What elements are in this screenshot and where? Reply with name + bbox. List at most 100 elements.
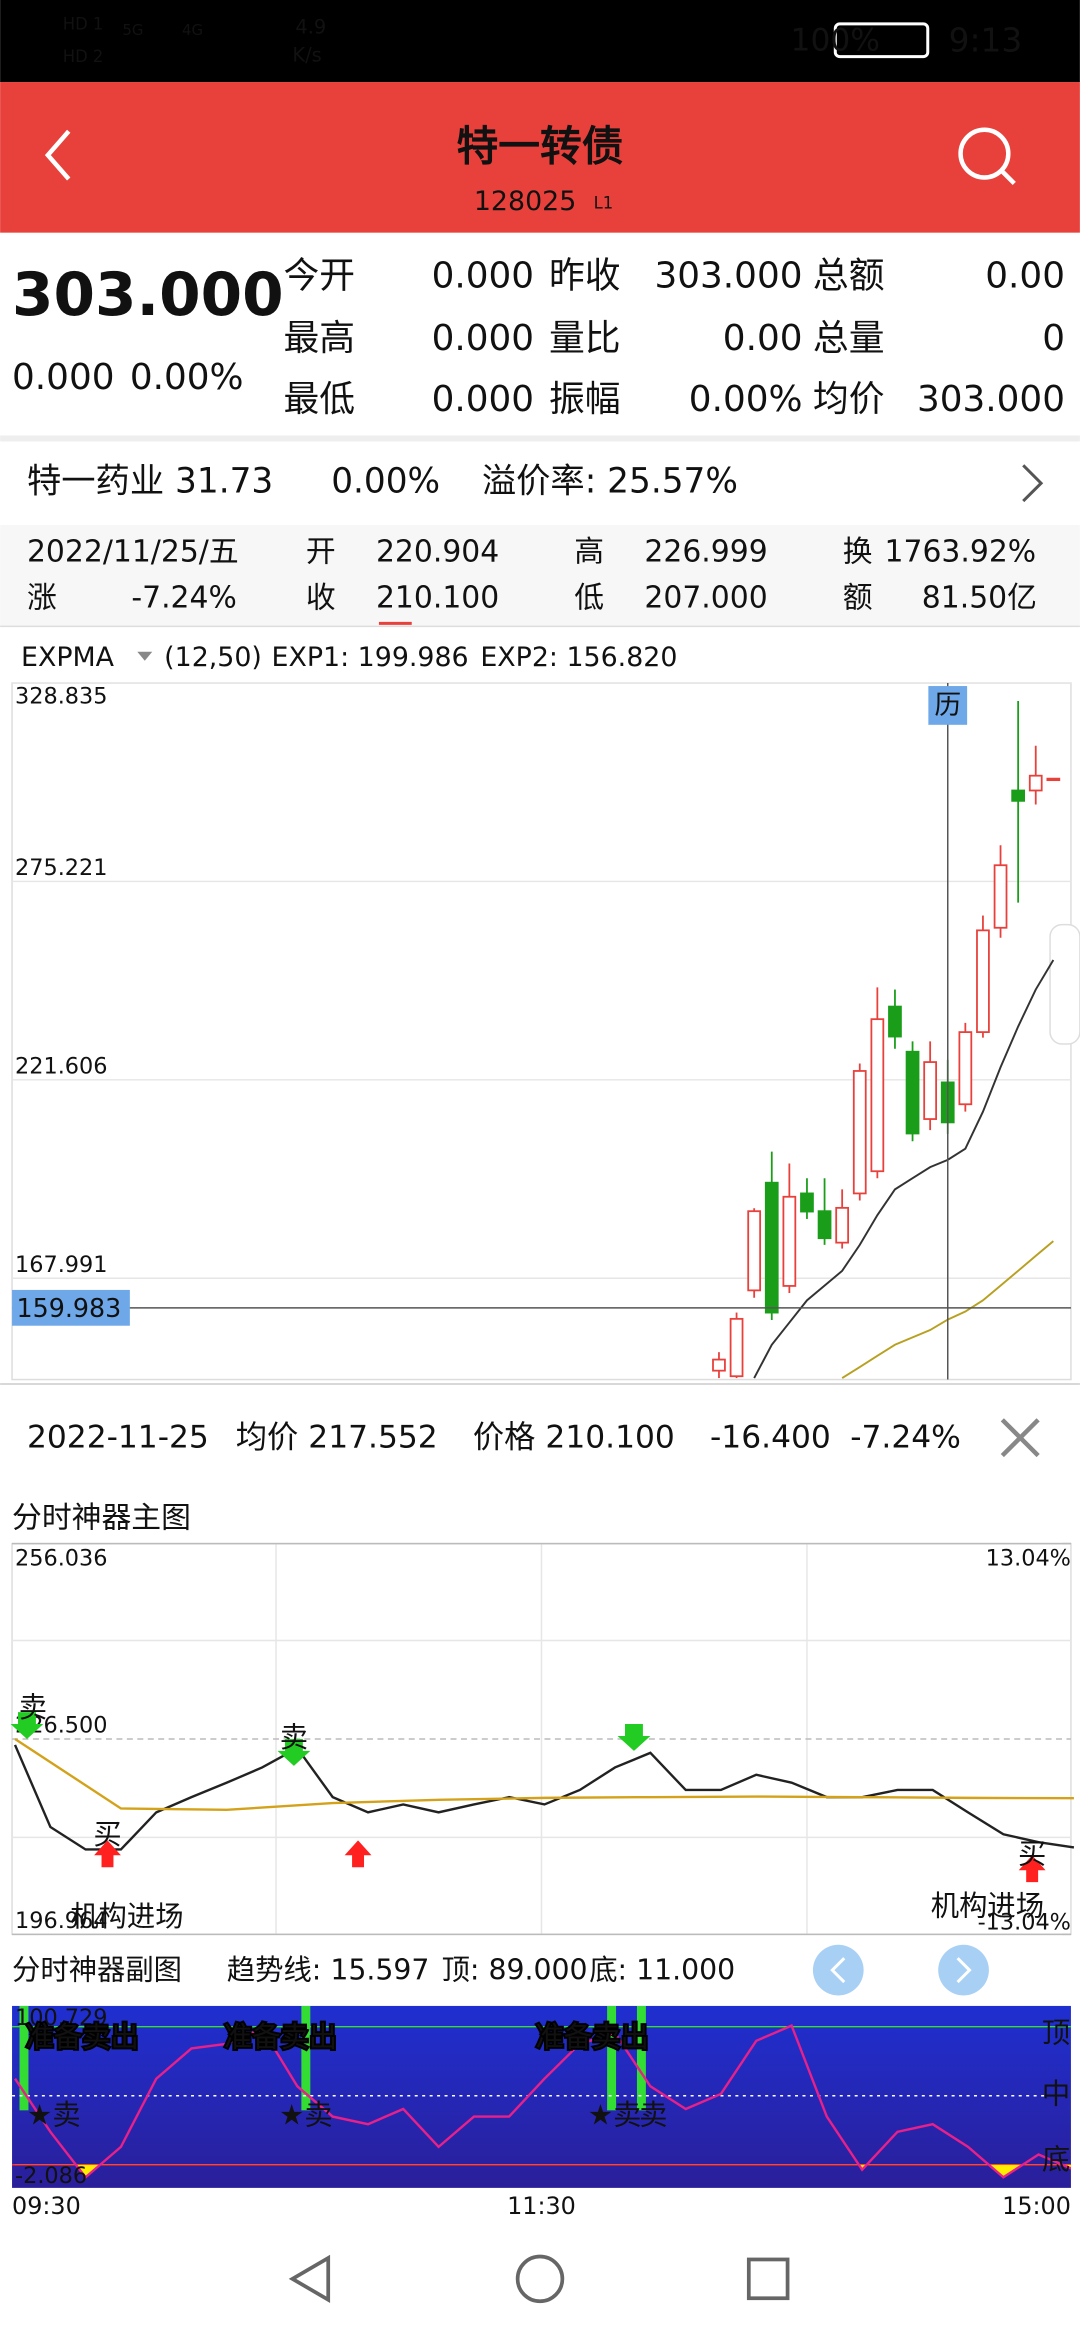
field-label: 均价 <box>813 379 885 420</box>
label: HD 2 <box>63 47 104 66</box>
signal-bar <box>19 2005 29 2111</box>
prev-button[interactable] <box>812 1944 864 1996</box>
ema-line <box>753 959 1055 1379</box>
close-button[interactable] <box>1000 1418 1040 1458</box>
candle-body <box>958 1031 973 1106</box>
y-tick-label: 328.835 <box>15 683 107 709</box>
annotation: 准备卖出 <box>536 2021 649 2054</box>
y-tick-label: 256.036 <box>15 1546 107 1572</box>
annotation: 机构进场 <box>70 1900 183 1933</box>
label: 0.00% <box>331 462 440 502</box>
label: 81.50亿 <box>922 581 1037 616</box>
title: 特一转债 <box>457 122 624 171</box>
field-label: 今开 <box>283 255 355 296</box>
dropdown[interactable] <box>137 651 153 661</box>
label: 换 <box>843 534 873 569</box>
label: 溢价率: 25.57% <box>482 462 738 502</box>
sub-frame <box>12 2005 1071 2188</box>
signal-arrow <box>344 1840 372 1868</box>
label: 顶: 89.000 <box>442 1954 588 1987</box>
x-tick-label: 11:30 <box>507 2192 576 2220</box>
annotation: ★卖 <box>27 2098 81 2131</box>
y-tick-label: 100.729 <box>15 2005 107 2031</box>
search-button[interactable] <box>958 127 1016 186</box>
stock-name: 特一药业 31.73 <box>27 462 273 502</box>
label: EXP2: 156.820 <box>480 642 677 673</box>
label: (12,50) <box>164 642 262 673</box>
candle-body <box>764 1181 779 1314</box>
label: 220.904 <box>376 534 499 569</box>
label: 210.100 <box>376 581 499 616</box>
y-tick-label: -2.086 <box>15 2163 87 2189</box>
field-label: 量比 <box>549 318 621 359</box>
label: 5G <box>122 21 143 39</box>
annotation: 机构进场 <box>931 1890 1044 1923</box>
label: EXP1: 199.986 <box>272 642 469 673</box>
candle-body <box>747 1210 762 1292</box>
field-value: 303.000 <box>655 255 803 296</box>
annotation: ★卖 <box>279 2098 333 2131</box>
signal-arrow <box>94 1840 121 1868</box>
indicator: EXPMA <box>21 642 115 673</box>
trend-line <box>14 2024 1071 2180</box>
battery-icon <box>833 22 930 59</box>
chevron[interactable] <box>1022 464 1044 503</box>
crosshair-label: 159.983 <box>17 1293 122 1323</box>
candle-body <box>1046 777 1061 782</box>
candle-body <box>712 1358 726 1372</box>
field-label: 总量 <box>813 318 885 359</box>
badge: L1 <box>594 193 614 212</box>
nav-back[interactable] <box>288 2254 331 2303</box>
label: 收 <box>306 581 336 616</box>
price-line <box>14 1737 1074 1812</box>
date: 2022/11/25/五 <box>27 534 239 569</box>
label: HD 1 <box>63 14 104 33</box>
detail: 价格 210.100 <box>473 1420 675 1456</box>
next-button[interactable] <box>938 1944 989 1996</box>
field-value: 0.00 <box>723 318 803 359</box>
side-label: 底 <box>1042 2143 1070 2176</box>
label: 1763.92% <box>885 534 1037 569</box>
signal-bar <box>636 2005 646 2111</box>
side-handle[interactable] <box>1049 923 1080 1045</box>
badge-bg <box>928 686 968 725</box>
candle-body <box>729 1317 744 1378</box>
back-button[interactable] <box>44 129 71 181</box>
side-label: 顶 <box>1042 2016 1070 2049</box>
divider <box>0 435 1080 442</box>
candle-body <box>905 1050 920 1135</box>
label: 底: 11.000 <box>589 1954 735 1987</box>
chart-title: 分时神器主图 <box>12 1501 191 1536</box>
label: 涨 <box>27 581 57 616</box>
next-icon <box>956 1957 972 1984</box>
nav-recent[interactable] <box>746 2257 790 2301</box>
label: 4G <box>182 21 203 39</box>
annotation: 卖 <box>639 2098 667 2131</box>
x-tick-label: 15:00 <box>1002 2192 1071 2220</box>
signal-arrow <box>277 1738 311 1766</box>
detail-bar <box>0 1384 1080 1492</box>
nav-home[interactable] <box>515 2254 565 2304</box>
label: 226.999 <box>644 534 767 569</box>
candle-body <box>782 1195 797 1287</box>
y2-tick-label: -13.04% <box>978 1909 1071 1935</box>
price-line <box>13 1744 1075 1851</box>
field-value: 0.00 <box>985 255 1065 296</box>
field-value: 0.000 <box>432 379 534 420</box>
candle-body <box>993 864 1008 929</box>
badge: 历 <box>934 690 961 721</box>
annotation: ★卖 <box>588 2098 642 2131</box>
sub-plot <box>12 2005 1071 2180</box>
y-tick-label: 275.221 <box>15 855 107 881</box>
detail: 2022-11-25 <box>27 1420 209 1456</box>
field-label: 最高 <box>283 318 355 359</box>
candle-body <box>835 1206 850 1244</box>
annotation: 买 <box>93 1818 121 1851</box>
price: 303.000 <box>12 261 284 330</box>
y-tick-label: 196.964 <box>15 1908 107 1934</box>
field-label: 总额 <box>813 255 885 296</box>
y-tick-label: 167.991 <box>15 1252 107 1278</box>
signal-bar <box>301 2005 311 2111</box>
chart-title: 分时神器副图 <box>12 1954 182 1987</box>
label: 4.9 <box>295 15 326 38</box>
